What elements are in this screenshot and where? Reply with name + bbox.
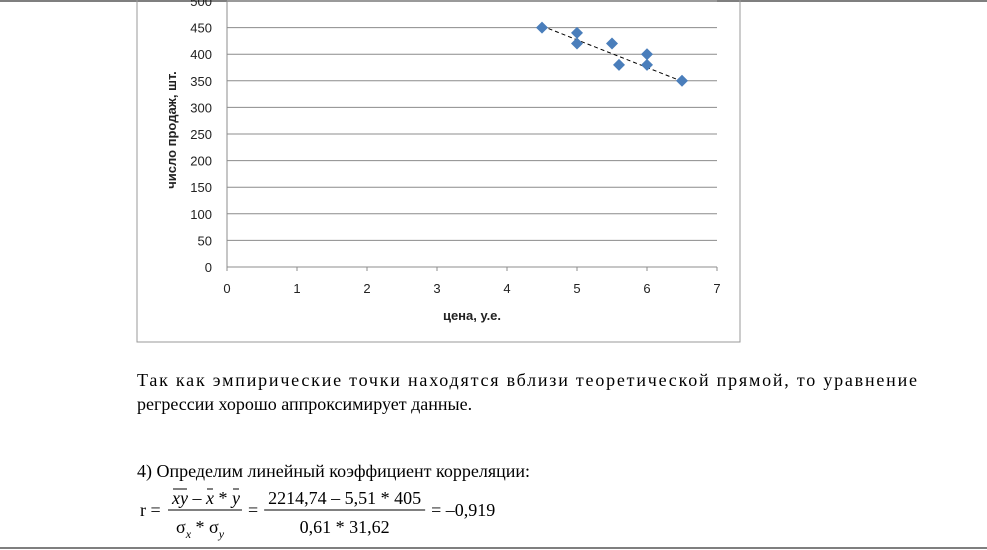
formula-text: r = <box>140 500 161 520</box>
formula-text: y <box>230 488 240 508</box>
formula-text: σ <box>176 517 186 537</box>
y-tick-label: 50 <box>198 233 212 248</box>
formula-text: σ <box>209 517 219 537</box>
y-tick-label: 100 <box>190 207 212 222</box>
formula-text: xy <box>171 488 188 508</box>
y-tick-label: 200 <box>190 154 212 169</box>
point <box>641 48 653 61</box>
x-tick-label: 6 <box>643 281 650 296</box>
y-tick-label: 300 <box>190 100 212 115</box>
paragraph: регрессии хорошо аппроксимирует данные. <box>137 394 472 414</box>
point <box>641 58 653 71</box>
x-tick-label: 7 <box>713 281 720 296</box>
point <box>613 58 625 71</box>
formula-text: * <box>214 488 232 508</box>
y-tick-label: 250 <box>190 127 212 142</box>
x-tick-label: 3 <box>433 281 440 296</box>
trendline <box>541 25 683 82</box>
x-tick-label: 0 <box>223 281 230 296</box>
x-axis-label: цена, у.е. <box>443 308 501 323</box>
x-tick-label: 4 <box>503 281 510 296</box>
x-tick-label: 1 <box>293 281 300 296</box>
formula-text: = –0,919 <box>431 500 495 520</box>
formula-text: – <box>188 488 206 508</box>
y-tick-label: 150 <box>190 180 212 195</box>
formula-text: 0,61 * 31,62 <box>300 517 390 537</box>
point <box>571 26 583 39</box>
formula: r =xy – x * yσ x * σ y=2214,74 – 5,51 * 40… <box>140 488 495 541</box>
formula-text: x <box>185 527 192 541</box>
paragraph: Так как эмпирические точки находятся вбл… <box>137 370 917 390</box>
y-tick-label: 0 <box>205 260 212 275</box>
formula-text: = <box>248 500 258 520</box>
point <box>571 37 583 50</box>
formula-text: 2214,74 – 5,51 * 405 <box>268 488 421 508</box>
point <box>676 74 688 87</box>
y-axis-label: число продаж, шт. <box>164 71 179 189</box>
formula-text: x <box>205 488 214 508</box>
formula-text: y <box>218 527 225 541</box>
y-tick-label: 450 <box>190 21 212 36</box>
x-tick-label: 5 <box>573 281 580 296</box>
y-tick-label: 350 <box>190 74 212 89</box>
y-tick-label: 500 <box>190 0 212 9</box>
chart-frame <box>136 0 741 343</box>
x-tick-label: 2 <box>363 281 370 296</box>
point <box>536 21 548 34</box>
paragraph: 4) Определим линейный коэффициент коррел… <box>137 461 530 482</box>
point <box>606 37 618 50</box>
formula-text: * <box>191 517 209 537</box>
y-tick-label: 400 <box>190 47 212 62</box>
